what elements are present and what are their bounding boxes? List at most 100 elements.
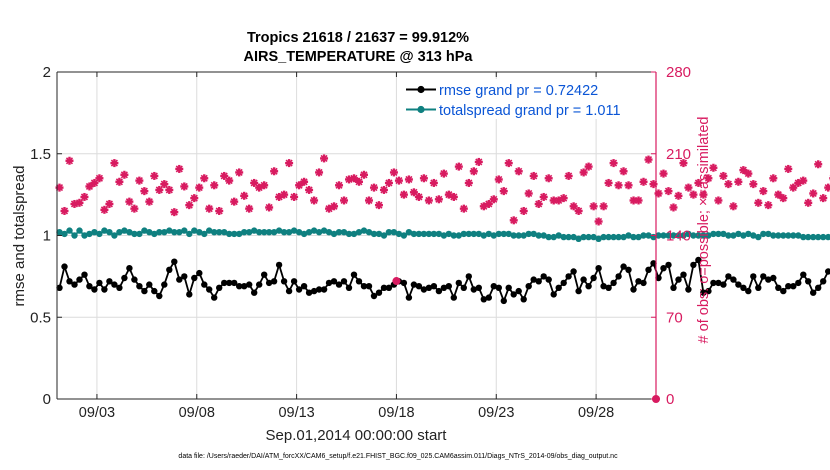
obs-assimilated-point <box>439 169 448 178</box>
rmse-point <box>620 263 627 270</box>
obs-assimilated-point <box>170 208 179 217</box>
totalspread-point <box>86 230 93 238</box>
rmse-point <box>440 284 448 291</box>
obs-mark-d2 <box>190 194 198 202</box>
totalspread-point <box>780 232 787 239</box>
rmse-point <box>330 278 338 285</box>
rmse-point <box>300 283 308 290</box>
y-tick-label-left: 1.5 <box>30 146 51 163</box>
obs-assimilated-point <box>315 168 324 177</box>
rmse-point <box>815 284 822 291</box>
obs-assimilated-point <box>624 181 633 190</box>
obs-assimilated-point <box>584 162 593 171</box>
obs-assimilated-point <box>335 181 344 190</box>
obs-assimilated-point <box>330 202 339 211</box>
obs-mark-d2 <box>140 187 148 195</box>
obs-mark-d2 <box>110 159 118 167</box>
obs-assimilated-point <box>464 178 473 187</box>
rmse-point <box>590 274 597 282</box>
obs-assimilated-point <box>619 167 628 176</box>
rmse-point <box>640 279 647 287</box>
rmse-point <box>650 260 657 267</box>
obs-mark-d2 <box>709 164 717 172</box>
totalspread-point <box>435 230 443 238</box>
rmse-point <box>660 265 667 272</box>
totalspread-point <box>385 229 393 236</box>
rmse-point <box>750 273 757 280</box>
obs-assimilated-point <box>195 183 204 192</box>
obs-assimilated-point <box>579 168 588 177</box>
rmse-point <box>231 279 238 287</box>
totalspread-point <box>550 233 557 241</box>
obs-assimilated-point <box>759 187 768 196</box>
totalspread-point <box>585 233 592 241</box>
obs-possible-point <box>392 277 401 286</box>
rmse-point <box>191 274 198 282</box>
obs-mark-d2 <box>545 174 553 182</box>
obs-mark-d2 <box>460 205 468 213</box>
rmse-point <box>226 279 233 287</box>
obs-assimilated-point <box>419 174 428 183</box>
obs-assimilated-point <box>190 194 199 203</box>
y-tick-label-right: 280 <box>666 64 691 81</box>
rmse-point <box>335 281 343 288</box>
totalspread-point <box>261 229 268 236</box>
obs-assimilated-markers <box>55 154 830 226</box>
rmse-point <box>635 278 642 285</box>
obs-mark-d2 <box>295 181 303 189</box>
obs-assimilated-point <box>325 204 334 213</box>
rmse-point <box>345 284 353 291</box>
totalspread-point <box>380 232 388 239</box>
rmse-point <box>675 276 682 283</box>
obs-mark-d2 <box>230 198 238 206</box>
obs-assimilated-point <box>145 197 154 206</box>
totalspread-point <box>770 232 777 239</box>
obs-mark-d2 <box>819 194 827 202</box>
totalspread-point <box>395 230 403 238</box>
totalspread-point <box>540 232 547 239</box>
rmse-point <box>280 278 288 285</box>
totalspread-point <box>231 230 238 238</box>
obs-mark-d2 <box>125 198 133 206</box>
obs-assimilated-point <box>449 192 458 201</box>
legend-spread-marker <box>417 105 425 114</box>
x-tick-label: 09/23 <box>478 405 514 421</box>
rmse-point <box>290 278 298 285</box>
obs-assimilated-point <box>225 176 234 185</box>
obs-mark-d2 <box>310 196 318 205</box>
totalspread-point <box>370 230 378 238</box>
obs-mark-d2 <box>495 175 503 184</box>
rmse-point <box>505 284 512 291</box>
totalspread-point <box>460 230 467 238</box>
rmse-point <box>131 276 138 283</box>
data-file-note: data file: /Users/raeder/DAI/ATM_forcXX/… <box>178 453 618 460</box>
totalspread-point <box>445 230 452 238</box>
totalspread-point <box>156 229 163 236</box>
obs-mark-d2 <box>395 177 403 185</box>
totalspread-point <box>635 233 642 241</box>
obs-assimilated-point <box>110 159 119 168</box>
obs-assimilated-point <box>404 175 413 184</box>
rmse-point <box>560 279 567 287</box>
x-tick-label: 09/18 <box>378 405 414 421</box>
totalspread-point <box>785 232 792 239</box>
rmse-point <box>820 278 827 285</box>
obs-assimilated-point <box>739 166 748 175</box>
rmse-point <box>355 278 363 285</box>
rmse-point <box>340 278 348 285</box>
totalspread-point <box>475 230 482 238</box>
rmse-point <box>206 286 213 293</box>
obs-mark-d2 <box>749 180 757 188</box>
obs-mark-d2 <box>410 188 418 196</box>
rmse-point <box>126 265 133 272</box>
chart-subtitle: AIRS_TEMPERATURE @ 313 hPa <box>243 49 473 65</box>
obs-mark-d2 <box>365 196 373 205</box>
totalspread-point <box>625 232 632 239</box>
obs-assimilated-point <box>539 192 548 201</box>
rmse-point <box>385 284 393 291</box>
rmse-point <box>261 271 268 278</box>
obs-assimilated-point <box>814 160 823 169</box>
legend-spread-label: totalspread grand pr = 1.011 <box>439 103 621 119</box>
rmse-point <box>570 268 577 275</box>
obs-mark-d2 <box>155 186 163 194</box>
